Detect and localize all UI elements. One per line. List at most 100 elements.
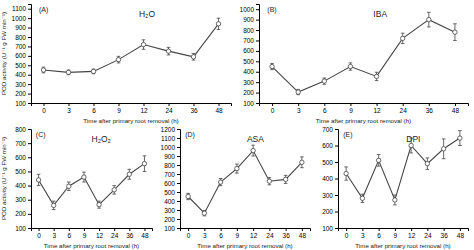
y-tick: 700 <box>243 37 259 44</box>
panel-label: (C) <box>36 131 46 139</box>
y-tick: 600 <box>15 52 31 59</box>
tick-label: 12 <box>96 232 104 239</box>
marker <box>267 179 271 183</box>
x-tick: 6 <box>219 228 223 239</box>
axis-domain <box>256 5 260 104</box>
y-tick: 500 <box>322 159 338 166</box>
tick-mark <box>28 157 31 158</box>
tick-mark <box>403 103 404 106</box>
x-tick: 24 <box>111 228 119 239</box>
marker <box>141 42 145 46</box>
y-tick: 500 <box>243 58 259 65</box>
tick-label: 700 <box>322 126 333 133</box>
panel-label: (D) <box>185 131 195 139</box>
marker <box>400 36 404 40</box>
y-axis: 1002003004005006007008009001000 <box>240 5 260 107</box>
error-bar <box>82 172 86 182</box>
marker <box>283 177 287 181</box>
x-tick: 24 <box>165 103 173 114</box>
tick-label: 200 <box>15 210 26 217</box>
tick-label: 100 <box>15 225 26 232</box>
x-tick: 36 <box>283 228 291 239</box>
tick-label: 600 <box>243 47 254 54</box>
x-tick: 12 <box>373 103 381 114</box>
error-bar <box>300 157 304 168</box>
title: ASA <box>247 134 264 144</box>
error-bar <box>128 169 132 179</box>
y-tick: 200 <box>15 210 31 217</box>
x-axis-title: Time after primary root removal (h) <box>316 117 411 124</box>
tick-mark <box>94 103 95 106</box>
y-tick: 800 <box>243 27 259 34</box>
tick-label: 600 <box>15 52 26 59</box>
marker <box>41 68 45 72</box>
tick-label: 300 <box>15 196 26 203</box>
tick-mark <box>177 201 180 202</box>
tick-label: 0 <box>345 232 349 239</box>
marker <box>116 57 120 61</box>
tick-mark <box>69 103 70 106</box>
y-axis: 100200300400500600700800 <box>15 126 31 232</box>
x-tick: 6 <box>68 228 72 239</box>
error-bar <box>37 174 41 185</box>
tick-label: 700 <box>164 171 175 178</box>
tick-label: 6 <box>323 107 327 114</box>
y-tick: 400 <box>322 175 338 182</box>
x-tick: 3 <box>67 103 71 114</box>
tick-mark <box>69 228 70 231</box>
error-bar <box>344 167 348 180</box>
tick-label: 1000 <box>161 144 176 151</box>
line <box>188 151 302 214</box>
tick-label: 0 <box>37 232 41 239</box>
panel: 1002003004005006007008009001000110003691… <box>0 5 232 124</box>
marker <box>374 74 378 78</box>
x-tick: 24 <box>424 228 432 239</box>
tick-label: 6 <box>219 232 223 239</box>
tick-mark <box>28 129 31 130</box>
axis-domain <box>32 229 153 232</box>
panel-label: (B) <box>267 6 276 14</box>
marker <box>191 55 195 59</box>
marker <box>218 180 222 184</box>
tick-mark <box>256 40 259 41</box>
y-tick: 600 <box>322 142 338 149</box>
tick-mark <box>119 103 120 106</box>
tick-mark <box>28 84 31 85</box>
tick-mark <box>129 228 130 231</box>
tick-mark <box>28 65 31 66</box>
y-tick: 200 <box>164 216 180 223</box>
tick-label: 12 <box>250 232 258 239</box>
y-tick: 100 <box>322 225 338 232</box>
tick-mark <box>28 103 31 104</box>
tick-label: 800 <box>15 34 26 41</box>
tick-mark <box>350 103 351 106</box>
tick-label: 900 <box>15 24 26 31</box>
panel-label: (A) <box>39 6 48 14</box>
marker <box>453 30 457 34</box>
tick-label: 600 <box>15 154 26 161</box>
tick-mark <box>335 129 338 130</box>
title: DPI <box>406 134 420 144</box>
axis-domain <box>339 229 469 232</box>
x-tick: 6 <box>92 103 96 114</box>
error-bar <box>361 194 365 202</box>
tick-mark <box>335 162 338 163</box>
x-axis: 036912243648 <box>339 228 469 239</box>
tick-label: 36 <box>126 232 134 239</box>
tick-label: 100 <box>164 225 175 232</box>
x-tick: 12 <box>250 228 258 239</box>
tick-label: 48 <box>215 107 223 114</box>
tick-mark <box>335 195 338 196</box>
x-tick: 36 <box>441 228 449 239</box>
y-tick: 400 <box>15 182 31 189</box>
y-tick: 700 <box>322 126 338 133</box>
tick-mark <box>188 228 189 231</box>
marker <box>296 90 300 94</box>
error-bar <box>186 193 190 199</box>
error-bar <box>453 24 457 41</box>
marker <box>360 196 364 200</box>
tick-label: 36 <box>441 232 449 239</box>
error-bar <box>426 158 430 170</box>
tick-mark <box>460 228 461 231</box>
error-bar <box>192 54 196 61</box>
